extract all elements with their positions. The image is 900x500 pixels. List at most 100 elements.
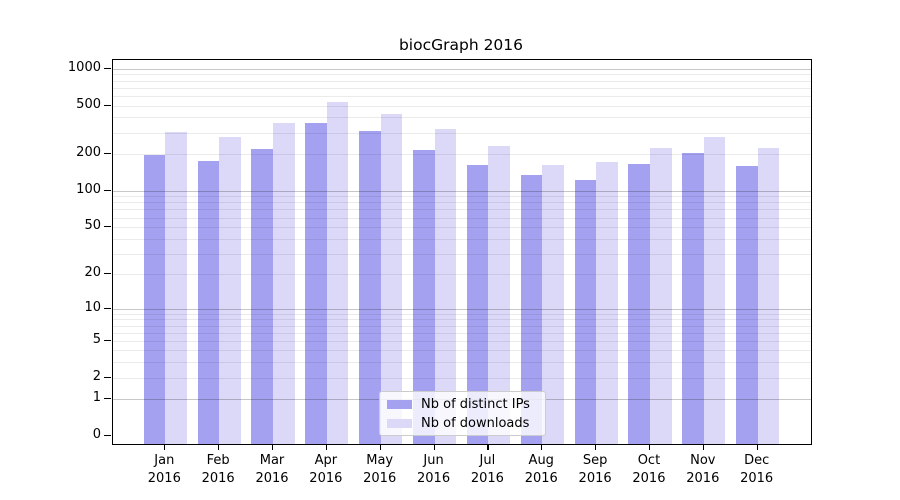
x-tick-month: Oct bbox=[637, 453, 661, 468]
y-tick-mark bbox=[104, 226, 111, 228]
y-tick-label: 1000 bbox=[67, 59, 101, 75]
bar-feb-downloads bbox=[219, 136, 241, 444]
x-tick-label: Jul 2016 bbox=[455, 452, 519, 487]
y-tick-mark bbox=[104, 104, 111, 106]
x-tick-mark bbox=[379, 444, 381, 451]
bar-jun-ips bbox=[412, 150, 435, 444]
x-tick-mark bbox=[433, 444, 435, 451]
x-tick-mark bbox=[164, 444, 166, 451]
grid-line bbox=[113, 377, 811, 379]
x-tick-year: 2016 bbox=[309, 470, 343, 486]
x-tick-year: 2016 bbox=[255, 470, 289, 486]
y-tick-label: 20 bbox=[84, 265, 101, 281]
bar-jan-downloads bbox=[165, 132, 187, 444]
x-tick-label: Apr 2016 bbox=[294, 452, 358, 487]
grid-line bbox=[113, 332, 811, 334]
grid-line bbox=[113, 217, 811, 219]
y-tick-label: 5 bbox=[92, 331, 101, 347]
y-tick-mark bbox=[104, 153, 111, 155]
x-tick-label: Dec 2016 bbox=[725, 452, 789, 487]
x-tick-mark bbox=[541, 444, 543, 451]
y-tick-label: 200 bbox=[76, 145, 101, 161]
x-tick-year: 2016 bbox=[524, 470, 558, 486]
x-tick-month: Jun bbox=[423, 453, 444, 468]
chart-title: biocGraph 2016 bbox=[398, 36, 524, 54]
legend-swatch-downloads bbox=[387, 418, 412, 428]
bar-dec-downloads bbox=[757, 148, 780, 444]
grid-line bbox=[113, 238, 811, 240]
y-tick-label: 50 bbox=[84, 217, 101, 233]
x-tick-label: Mar 2016 bbox=[240, 452, 304, 487]
bar-sep-downloads bbox=[596, 161, 618, 444]
grid-line bbox=[113, 319, 811, 321]
grid-line bbox=[113, 74, 811, 76]
y-tick-mark bbox=[104, 67, 111, 69]
y-tick-mark bbox=[104, 307, 111, 309]
x-tick-year: 2016 bbox=[201, 470, 235, 486]
legend-label-downloads: Nb of downloads bbox=[421, 415, 530, 431]
x-tick-label: Jan 2016 bbox=[132, 452, 196, 487]
y-tick-mark bbox=[104, 273, 111, 275]
grid-line bbox=[113, 274, 811, 276]
x-tick-month: Nov bbox=[690, 453, 716, 468]
x-tick-label: Jun 2016 bbox=[402, 452, 466, 487]
bars-layer bbox=[113, 60, 811, 444]
x-tick-month: Mar bbox=[259, 453, 285, 468]
legend-item-distinct-ips: Nb of distinct IPs bbox=[387, 396, 537, 413]
x-tick-label: Oct 2016 bbox=[617, 452, 681, 487]
bar-apr-ips bbox=[305, 122, 327, 444]
x-tick-year: 2016 bbox=[470, 470, 504, 486]
y-tick-mark bbox=[104, 398, 111, 400]
grid-line bbox=[113, 132, 811, 134]
x-tick-month: Jan bbox=[154, 453, 175, 468]
legend-item-downloads: Nb of downloads bbox=[387, 415, 537, 432]
bar-jul-ips bbox=[466, 164, 489, 444]
x-tick-label: Sep 2016 bbox=[563, 452, 627, 487]
grid-line bbox=[113, 362, 811, 364]
grid-line bbox=[113, 325, 811, 327]
x-tick-month: Apr bbox=[314, 453, 338, 468]
y-tick-label: 1 bbox=[92, 390, 101, 406]
x-tick-month: Feb bbox=[206, 453, 230, 468]
bar-jan-ips bbox=[143, 155, 166, 444]
x-tick-year: 2016 bbox=[740, 470, 774, 486]
bar-may-downloads bbox=[380, 113, 403, 444]
x-tick-month: Jul bbox=[479, 453, 496, 468]
legend-swatch-distinct-ips bbox=[387, 399, 412, 409]
bar-dec-ips bbox=[736, 166, 758, 444]
legend-label-distinct-ips: Nb of distinct IPs bbox=[421, 396, 530, 412]
x-tick-mark bbox=[272, 444, 274, 451]
x-tick-mark bbox=[702, 444, 704, 451]
bar-mar-downloads bbox=[273, 123, 295, 444]
grid-line bbox=[113, 227, 811, 228]
x-tick-label: Feb 2016 bbox=[186, 452, 250, 487]
grid-line bbox=[113, 105, 811, 107]
bar-feb-ips bbox=[197, 161, 220, 444]
bar-nov-ips bbox=[682, 153, 704, 444]
grid-line bbox=[113, 196, 811, 198]
x-tick-year: 2016 bbox=[363, 470, 397, 486]
x-tick-mark bbox=[325, 444, 328, 451]
x-tick-label: May 2016 bbox=[348, 452, 412, 487]
x-tick-mark bbox=[649, 444, 651, 451]
grid-line bbox=[113, 308, 811, 310]
bar-jun-downloads bbox=[434, 128, 457, 444]
x-tick-year: 2016 bbox=[686, 470, 720, 486]
y-tick-label: 500 bbox=[76, 96, 101, 112]
x-tick-year: 2016 bbox=[147, 470, 181, 486]
bar-aug-downloads bbox=[542, 165, 564, 444]
bar-apr-downloads bbox=[326, 102, 349, 444]
x-tick-mark bbox=[756, 444, 758, 451]
grid-line bbox=[113, 68, 811, 70]
bar-may-ips bbox=[359, 130, 381, 444]
grid-line bbox=[113, 80, 811, 82]
grid-line bbox=[113, 350, 811, 352]
grid-line bbox=[113, 87, 811, 89]
legend: Nb of distinct IPs Nb of downloads bbox=[379, 391, 546, 436]
grid-line bbox=[113, 190, 811, 192]
x-tick-mark bbox=[218, 444, 220, 451]
x-tick-month: Dec bbox=[744, 453, 770, 468]
bar-oct-downloads bbox=[649, 148, 672, 444]
bar-oct-ips bbox=[628, 163, 650, 444]
